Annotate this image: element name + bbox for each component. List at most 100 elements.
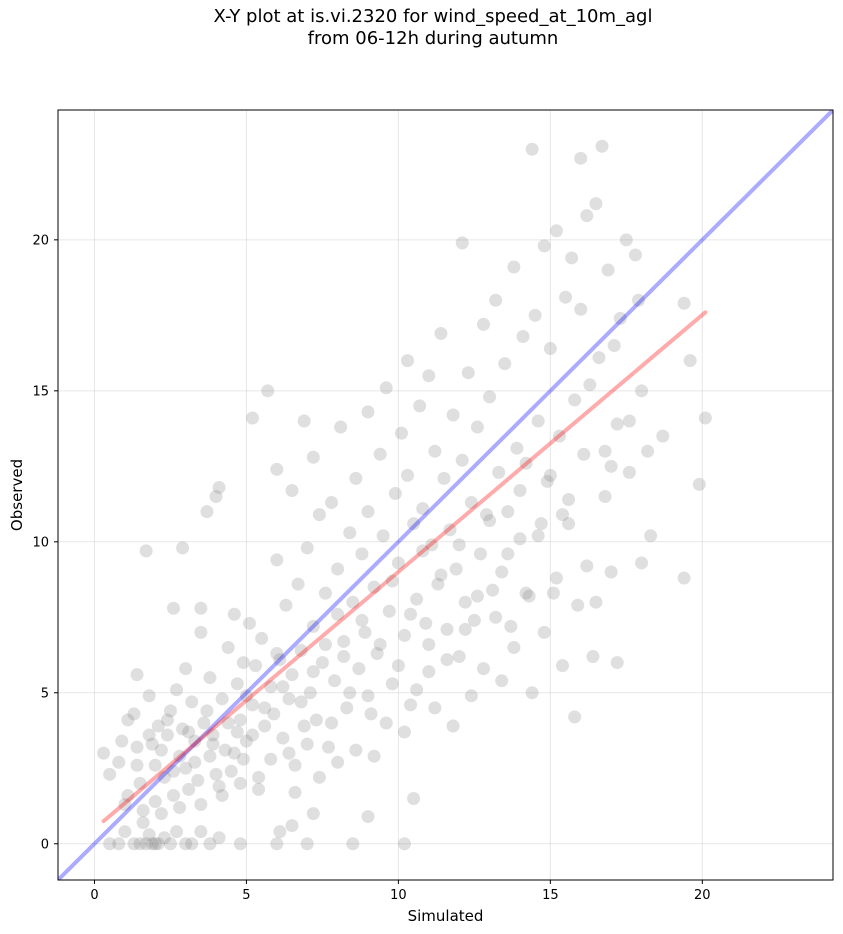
data-point [176, 722, 190, 736]
data-point [306, 619, 320, 633]
data-point [385, 677, 399, 691]
data-point [221, 640, 235, 654]
data-point [203, 749, 217, 763]
data-point [321, 740, 335, 754]
data-point [306, 450, 320, 464]
data-point [221, 716, 235, 730]
data-point [182, 725, 196, 739]
data-point [556, 659, 570, 673]
data-point [388, 486, 402, 500]
data-point [297, 414, 311, 428]
data-point [574, 151, 588, 165]
data-point [525, 686, 539, 700]
chart-subtitle: from 06-12h during autumn [307, 28, 559, 49]
data-point [434, 568, 448, 582]
data-point [331, 562, 345, 576]
data-point [556, 508, 570, 522]
data-point [361, 810, 375, 824]
data-point [422, 665, 436, 679]
data-point [583, 378, 597, 392]
data-point [194, 601, 208, 615]
data-point [127, 707, 141, 721]
data-point [166, 764, 180, 778]
data-point [401, 468, 415, 482]
data-point [121, 788, 135, 802]
data-point [367, 749, 381, 763]
data-point [312, 770, 326, 784]
data-point [577, 447, 591, 461]
data-point [279, 598, 293, 612]
data-point [622, 465, 636, 479]
x-tick-label: 15 [542, 888, 559, 903]
data-point [571, 598, 585, 612]
data-point [470, 420, 484, 434]
data-point [343, 686, 357, 700]
data-point [610, 417, 624, 431]
data-point [349, 471, 363, 485]
data-point [224, 764, 238, 778]
data-point [592, 351, 606, 365]
data-point [203, 671, 217, 685]
data-point [346, 837, 360, 851]
y-tick-label: 10 [32, 535, 49, 550]
data-point [483, 390, 497, 404]
data-point [300, 837, 314, 851]
data-point [513, 532, 527, 546]
data-point [239, 689, 253, 703]
data-point [160, 713, 174, 727]
data-point [501, 547, 515, 561]
data-point [495, 674, 509, 688]
data-point [552, 429, 566, 443]
data-point [419, 616, 433, 630]
data-point [376, 529, 390, 543]
x-axis-label: Simulated [408, 907, 484, 925]
data-point [203, 837, 217, 851]
data-point [486, 583, 500, 597]
data-point [194, 825, 208, 839]
data-point [331, 755, 345, 769]
data-point [139, 544, 153, 558]
data-point [112, 755, 126, 769]
data-point [631, 293, 645, 307]
data-point [428, 444, 442, 458]
data-point [656, 429, 670, 443]
data-point [133, 776, 147, 790]
data-point [206, 737, 220, 751]
data-point [112, 837, 126, 851]
data-point [97, 746, 111, 760]
data-point [410, 683, 424, 697]
data-point [246, 728, 260, 742]
data-point [428, 701, 442, 715]
data-point [385, 574, 399, 588]
data-point [507, 640, 521, 654]
data-point [574, 302, 588, 316]
data-point [622, 414, 636, 428]
data-point [644, 529, 658, 543]
data-point [507, 260, 521, 274]
data-point [148, 837, 162, 851]
data-point [139, 837, 153, 851]
data-point [692, 477, 706, 491]
data-point [562, 493, 576, 507]
data-point [601, 263, 615, 277]
data-point [522, 589, 536, 603]
data-point [118, 798, 132, 812]
data-point [361, 505, 375, 519]
data-point [379, 381, 393, 395]
data-point [513, 483, 527, 497]
data-point [355, 613, 369, 627]
data-point [270, 837, 284, 851]
data-point [182, 782, 196, 796]
data-point [391, 659, 405, 673]
data-point [200, 505, 214, 519]
data-point [230, 725, 244, 739]
data-point [163, 837, 177, 851]
data-point [373, 447, 387, 461]
data-point [346, 595, 360, 609]
data-point [130, 668, 144, 682]
data-point [543, 342, 557, 356]
data-point [476, 317, 490, 331]
data-point [188, 755, 202, 769]
data-point [464, 689, 478, 703]
data-point [407, 517, 421, 531]
